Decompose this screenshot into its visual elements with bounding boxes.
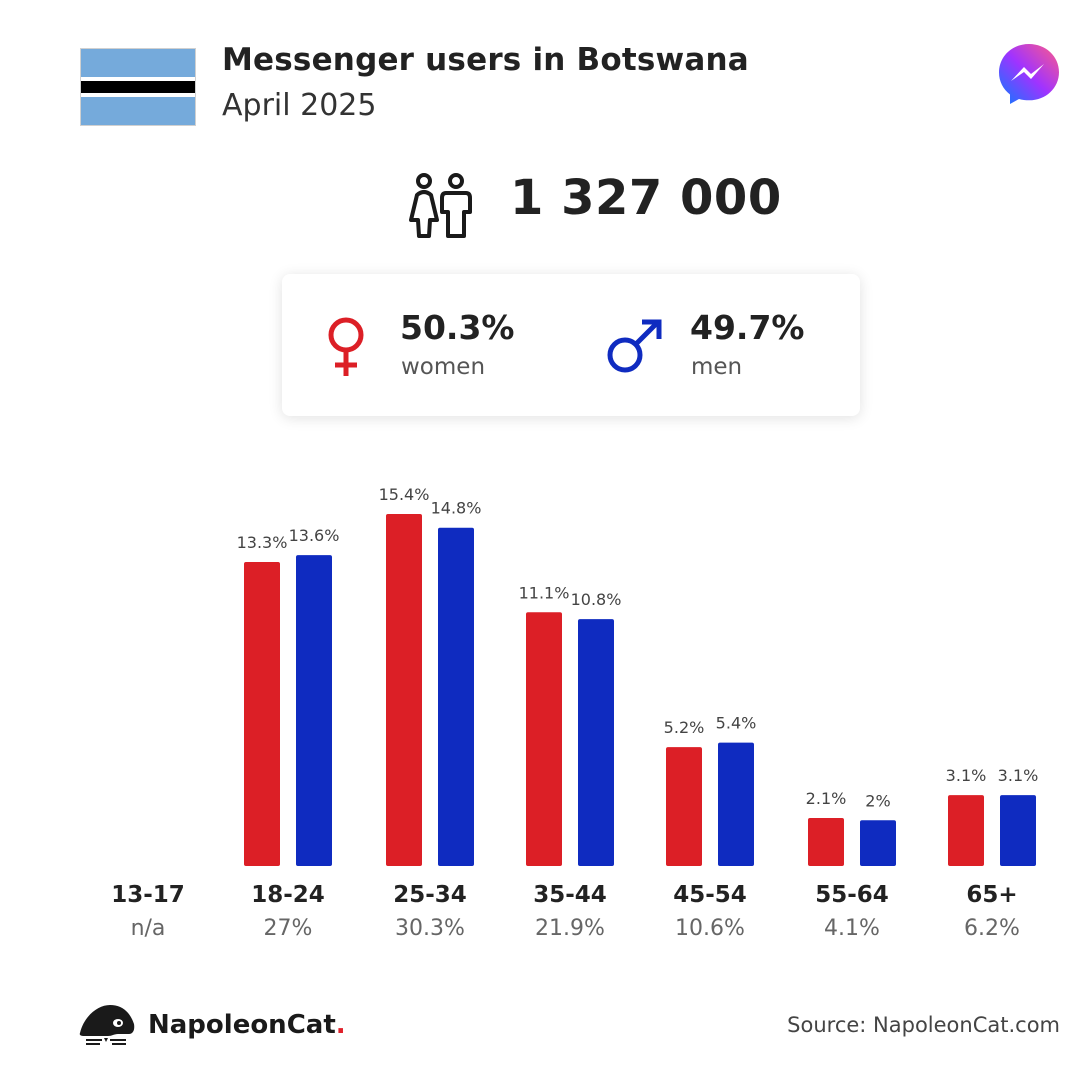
age-group-label: 13-17 (111, 882, 185, 908)
age-group-total: 30.3% (395, 916, 465, 941)
source-text: Source: NapoleonCat.com (787, 1013, 1060, 1037)
bar-45-54-series-1 (718, 742, 754, 866)
total-users-value: 1 327 000 (510, 170, 782, 226)
age-group-total: 4.1% (824, 916, 880, 941)
age-group-total: 21.9% (535, 916, 605, 941)
bar-value-label: 11.1% (519, 583, 570, 602)
age-group-label: 35-44 (533, 882, 607, 908)
bar-value-label: 3.1% (998, 766, 1039, 785)
bar-value-label: 2.1% (806, 789, 847, 808)
age-group-label: 25-34 (393, 882, 467, 908)
age-group-total: 6.2% (964, 916, 1020, 941)
bar-55-64-series-1 (860, 820, 896, 866)
age-group-total: n/a (130, 916, 166, 941)
bar-35-44-series-1 (578, 619, 614, 866)
bar-65+-series-0 (948, 795, 984, 866)
page-subtitle: April 2025 (222, 88, 377, 123)
women-percent: 50.3% (400, 308, 515, 347)
male-symbol-icon (607, 319, 662, 373)
men-percent: 49.7% (690, 308, 805, 347)
bar-55-64-series-0 (808, 818, 844, 866)
bar-value-label: 10.8% (571, 590, 622, 609)
bar-18-24-series-0 (244, 562, 280, 866)
people-icon (409, 173, 472, 238)
bar-value-label: 13.3% (237, 533, 288, 552)
bar-value-label: 3.1% (946, 766, 987, 785)
bar-25-34-series-1 (438, 527, 474, 866)
total-users-section: 1 327 000 (0, 160, 1080, 240)
botswana-flag (80, 48, 196, 126)
bar-35-44-series-0 (526, 612, 562, 866)
bar-value-label: 13.6% (289, 526, 340, 545)
bar-18-24-series-1 (296, 555, 332, 866)
bar-45-54-series-0 (666, 747, 702, 866)
page-title: Messenger users in Botswana (222, 42, 749, 78)
bar-value-label: 14.8% (431, 499, 482, 518)
bar-value-label: 5.4% (716, 714, 757, 733)
gender-split-card: 50.3% women 49.7% men (282, 274, 860, 416)
age-group-label: 45-54 (673, 882, 747, 908)
messenger-icon (999, 44, 1059, 104)
bar-value-label: 5.2% (664, 718, 705, 737)
age-group-total: 10.6% (675, 916, 745, 941)
bar-65+-series-1 (1000, 795, 1036, 866)
napoleoncat-logo-icon (79, 1005, 135, 1045)
women-label: women (401, 354, 486, 380)
men-label: men (691, 354, 743, 380)
bar-value-label: 15.4% (379, 485, 430, 504)
bar-25-34-series-0 (386, 514, 422, 866)
female-symbol-icon (328, 317, 364, 376)
brand-name: NapoleonCat. (148, 1010, 346, 1040)
bar-value-label: 2% (865, 791, 890, 810)
age-group-total: 27% (263, 916, 313, 941)
age-group-label: 18-24 (251, 882, 325, 908)
age-group-label: 55-64 (815, 882, 889, 908)
age-group-label: 65+ (966, 882, 1018, 908)
age-gender-bar-chart: 13.3% 13.6% 15.4%14.8% 11.1% 10.8% 5.2% 5.4% 2.… (237, 485, 1039, 866)
